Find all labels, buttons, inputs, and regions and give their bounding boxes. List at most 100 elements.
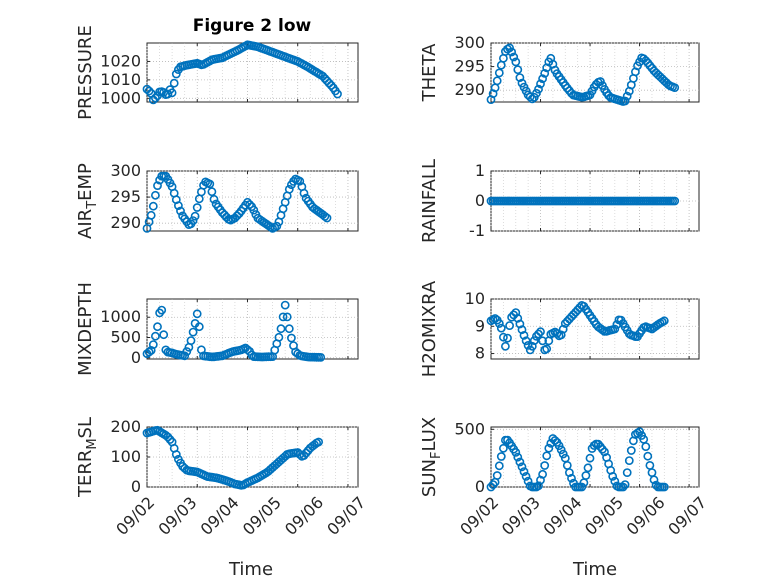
y-tick-label: 1020: [100, 51, 141, 70]
data-point: [272, 221, 282, 231]
data-point: [301, 448, 311, 458]
data-point: [534, 84, 543, 94]
data-point: [333, 89, 342, 99]
y-tick-label: 100: [110, 447, 141, 466]
data-point: [641, 442, 651, 451]
y-axis-label-subscript: M: [85, 438, 100, 449]
panel-sun-flux: 0 500 SUNFLUX 09/0209/0309/0409/0509/0609/0…: [419, 417, 710, 539]
y-tick-label: 1000: [100, 88, 141, 107]
data-point: [320, 211, 330, 221]
data-point: [626, 446, 636, 455]
data-point: [538, 336, 547, 346]
x-axis-label-right: Time: [572, 559, 617, 580]
panel-terr-msl: 0 100 200 TERRMSL 09/0209/0309/0409/0509/060…: [75, 417, 369, 539]
data-point: [490, 314, 500, 323]
data-point: [209, 194, 219, 204]
x-tick-label: 09/06: [623, 493, 669, 539]
data-point: [552, 329, 562, 338]
data-point: [659, 482, 669, 492]
data-point: [299, 188, 309, 198]
data-point: [622, 91, 632, 101]
data-point: [534, 481, 543, 491]
data-point: [550, 436, 560, 445]
data-point: [280, 300, 290, 310]
data-point: [182, 347, 192, 356]
data-point: [492, 76, 502, 86]
data-point: [274, 332, 284, 342]
data-point: [527, 94, 537, 104]
y-tick-label: 0: [475, 191, 485, 210]
data-point: [150, 331, 160, 341]
data-point: [498, 443, 508, 453]
data-point: [316, 352, 326, 362]
data-point: [659, 316, 669, 326]
data-point: [519, 467, 529, 476]
y-tick-label: 295: [110, 187, 141, 206]
data-point: [148, 201, 158, 211]
y-tick-label: 290: [110, 213, 141, 232]
data-point: [163, 89, 173, 99]
data-point: [643, 451, 653, 461]
data-point: [600, 447, 609, 457]
data-point: [505, 43, 514, 53]
data-point: [523, 340, 533, 350]
data-point: [542, 344, 552, 354]
data-point: [276, 324, 286, 334]
data-point: [521, 471, 531, 481]
panel-rainfall: -1 0 1 RAINFALL: [419, 159, 700, 243]
data-point: [326, 81, 336, 90]
y-axis-label: SUNFLUX: [419, 417, 444, 497]
data-point: [282, 312, 292, 322]
data-point: [186, 336, 196, 345]
y-axis-label: THETA: [419, 43, 440, 103]
y-tick-label: 0: [131, 477, 141, 496]
data-point: [299, 451, 309, 460]
data-point: [519, 330, 529, 340]
data-point: [167, 88, 177, 98]
y-tick-label: 1000: [100, 307, 141, 326]
x-tick-label: 09/03: [154, 493, 200, 539]
data-point: [180, 351, 190, 361]
data-point: [322, 213, 332, 223]
y-axis-label: RAINFALL: [419, 159, 440, 243]
y-tick-label: 200: [110, 417, 141, 436]
data-point: [144, 347, 154, 357]
data-point: [295, 176, 305, 186]
data-point: [540, 69, 550, 78]
data-point: [567, 473, 576, 483]
data-point: [494, 68, 504, 78]
x-tick-label: 09/07: [323, 493, 369, 539]
data-point: [523, 476, 533, 486]
data-point: [205, 179, 215, 189]
data-point: [207, 187, 217, 197]
data-point: [608, 471, 618, 481]
figure-title: Figure 2 low: [193, 16, 312, 36]
data-point: [581, 471, 591, 480]
x-tick-label: 09/05: [239, 493, 285, 539]
data-point: [245, 200, 254, 209]
data-point: [144, 86, 154, 96]
y-tick-label: 290: [454, 80, 485, 99]
data-point: [534, 329, 543, 339]
data-point: [517, 462, 527, 472]
data-point: [492, 471, 502, 480]
data-point: [538, 74, 547, 84]
y-axis-label: AIRTEMP: [75, 163, 100, 239]
y-tick-label: -1: [469, 221, 485, 240]
data-point: [618, 482, 628, 492]
y-axis-label: PRESSURE: [75, 25, 96, 120]
data-point: [192, 203, 202, 212]
data-point: [624, 456, 634, 465]
data-point: [556, 330, 566, 340]
data-point: [610, 476, 620, 486]
data-point: [529, 336, 539, 345]
data-point: [169, 78, 179, 88]
x-tick-label: 09/05: [581, 493, 627, 539]
data-point: [509, 52, 519, 62]
data-point: [542, 451, 552, 461]
y-tick-label: 1: [475, 161, 485, 180]
data-point: [540, 461, 550, 470]
data-point: [511, 57, 521, 67]
y-axis-label-rest: EMP: [75, 163, 96, 201]
